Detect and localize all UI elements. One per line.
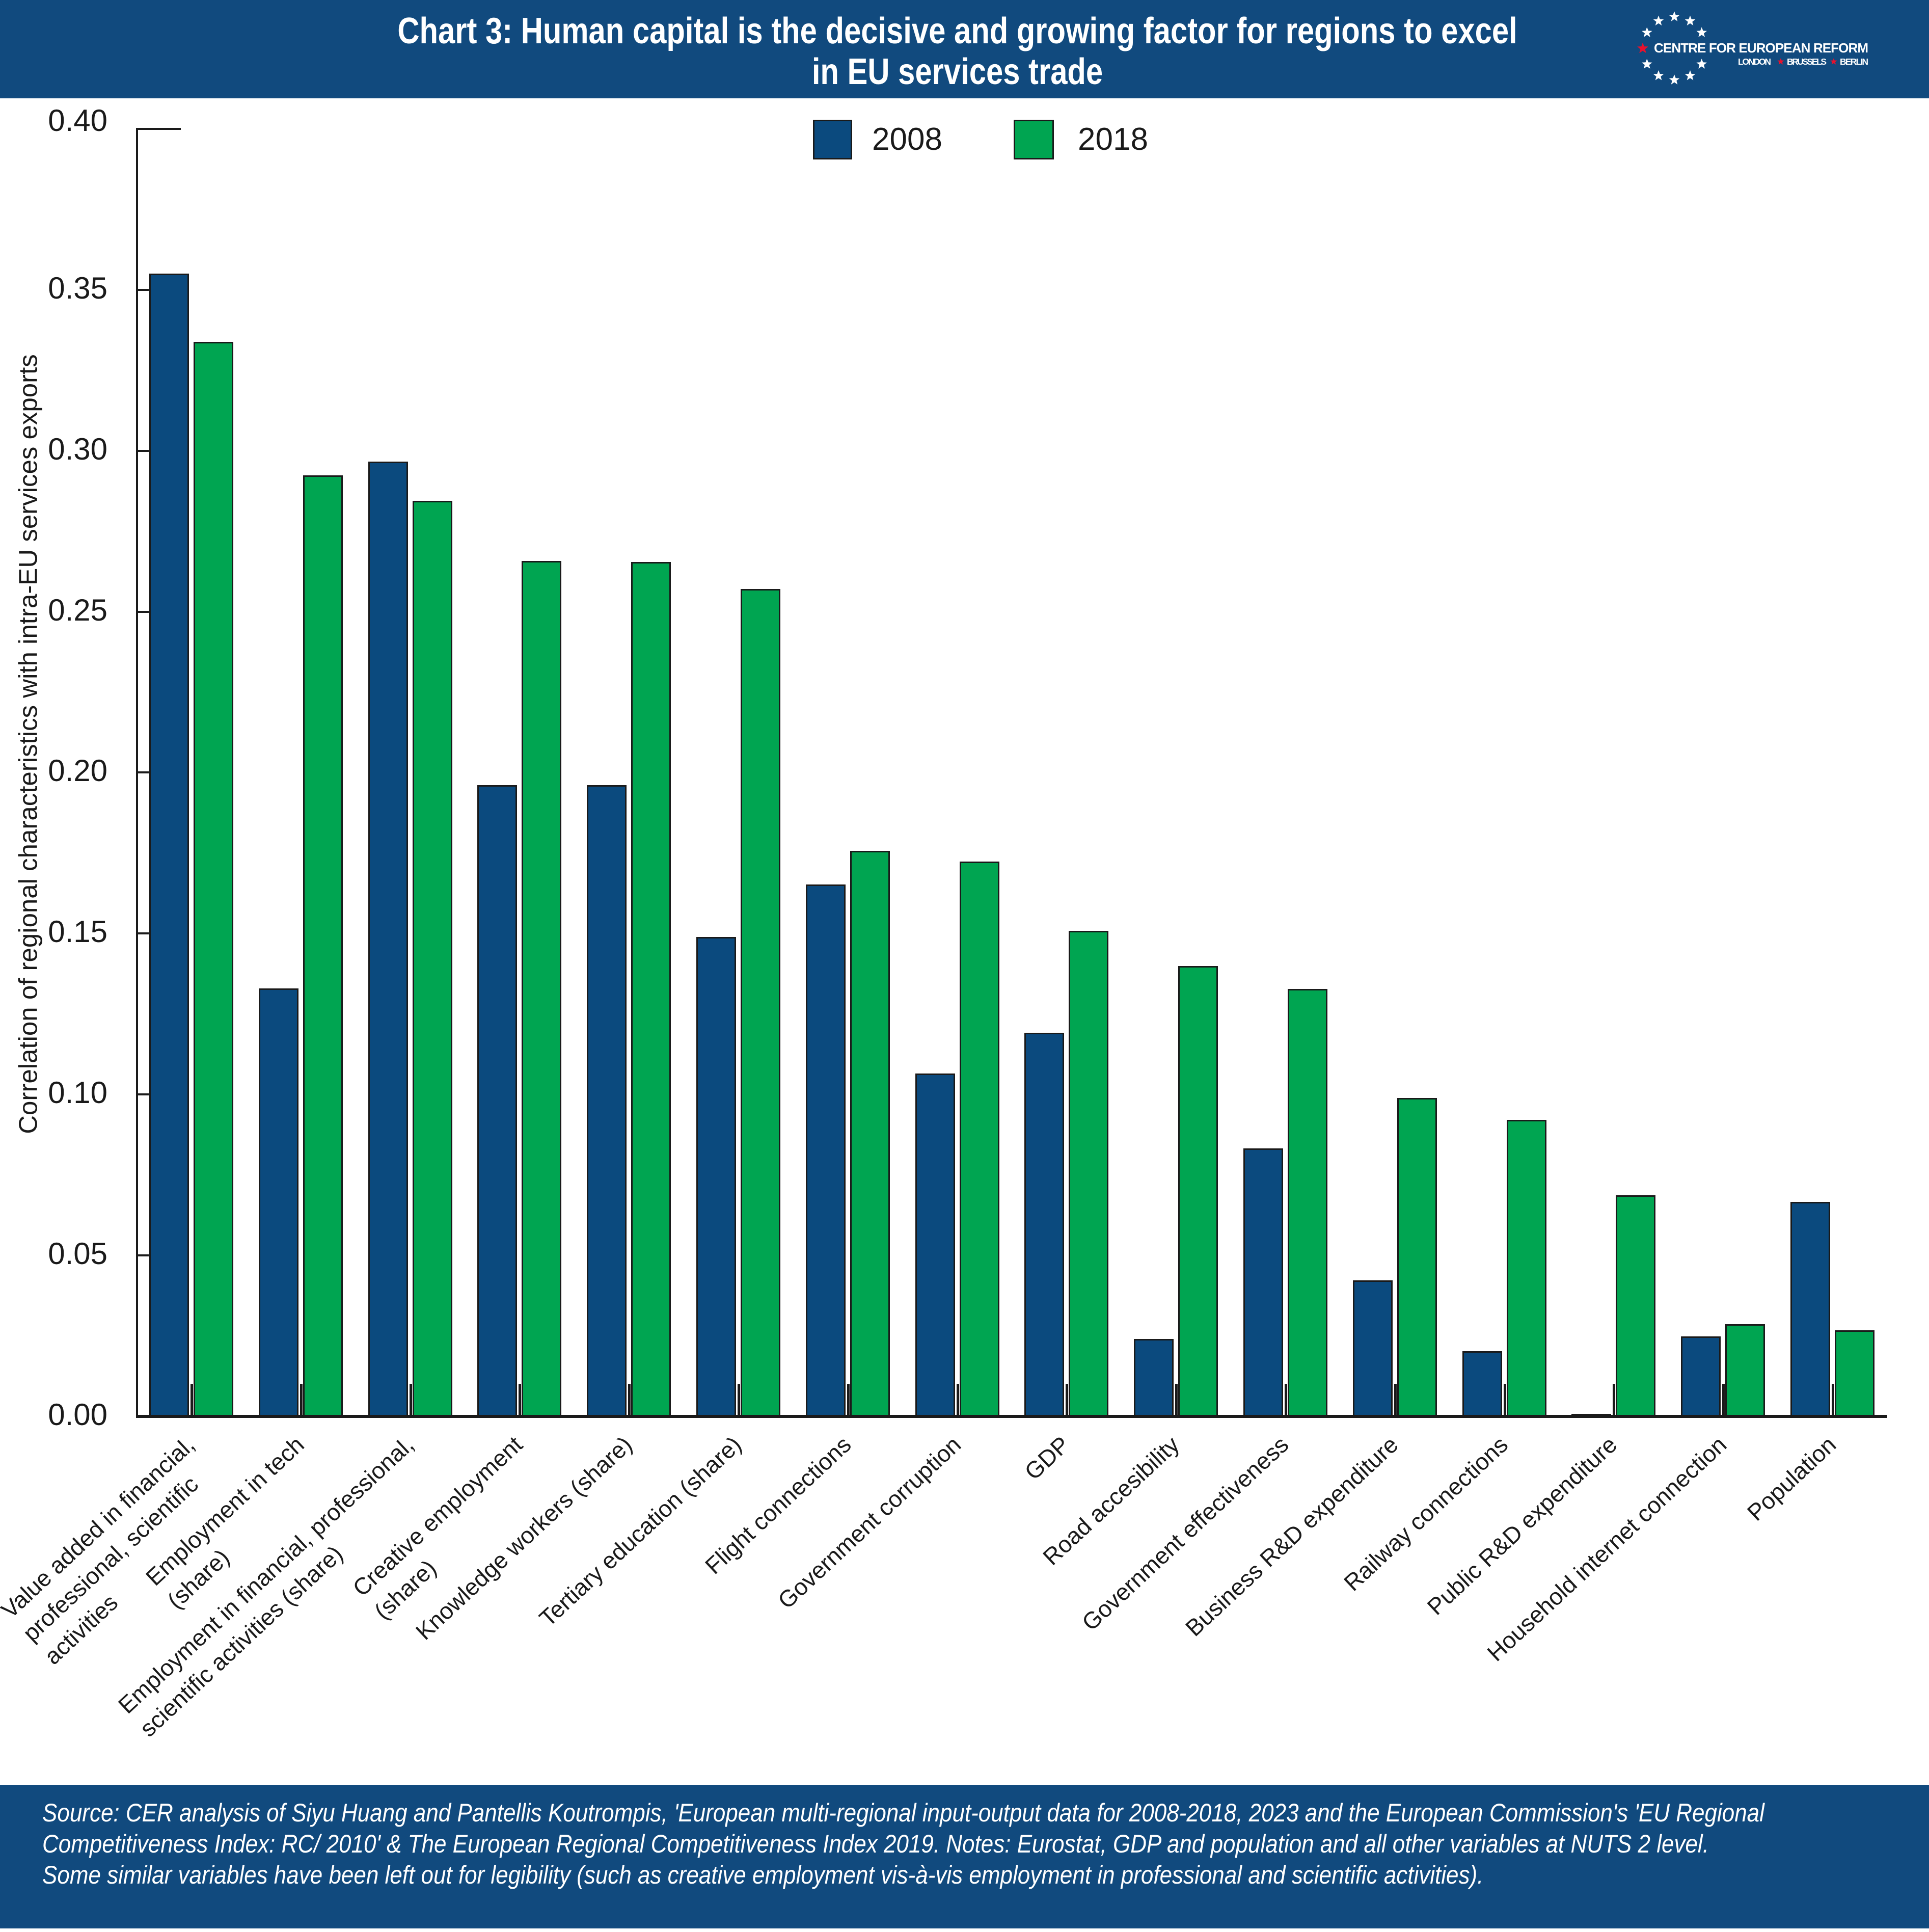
svg-text:CENTRE FOR EUROPEAN REFORM: CENTRE FOR EUROPEAN REFORM [1654, 40, 1868, 56]
svg-text:BRUSSELS: BRUSSELS [1787, 57, 1827, 67]
svg-text:BERLIN: BERLIN [1840, 57, 1868, 67]
svg-text:LONDON: LONDON [1738, 57, 1771, 67]
